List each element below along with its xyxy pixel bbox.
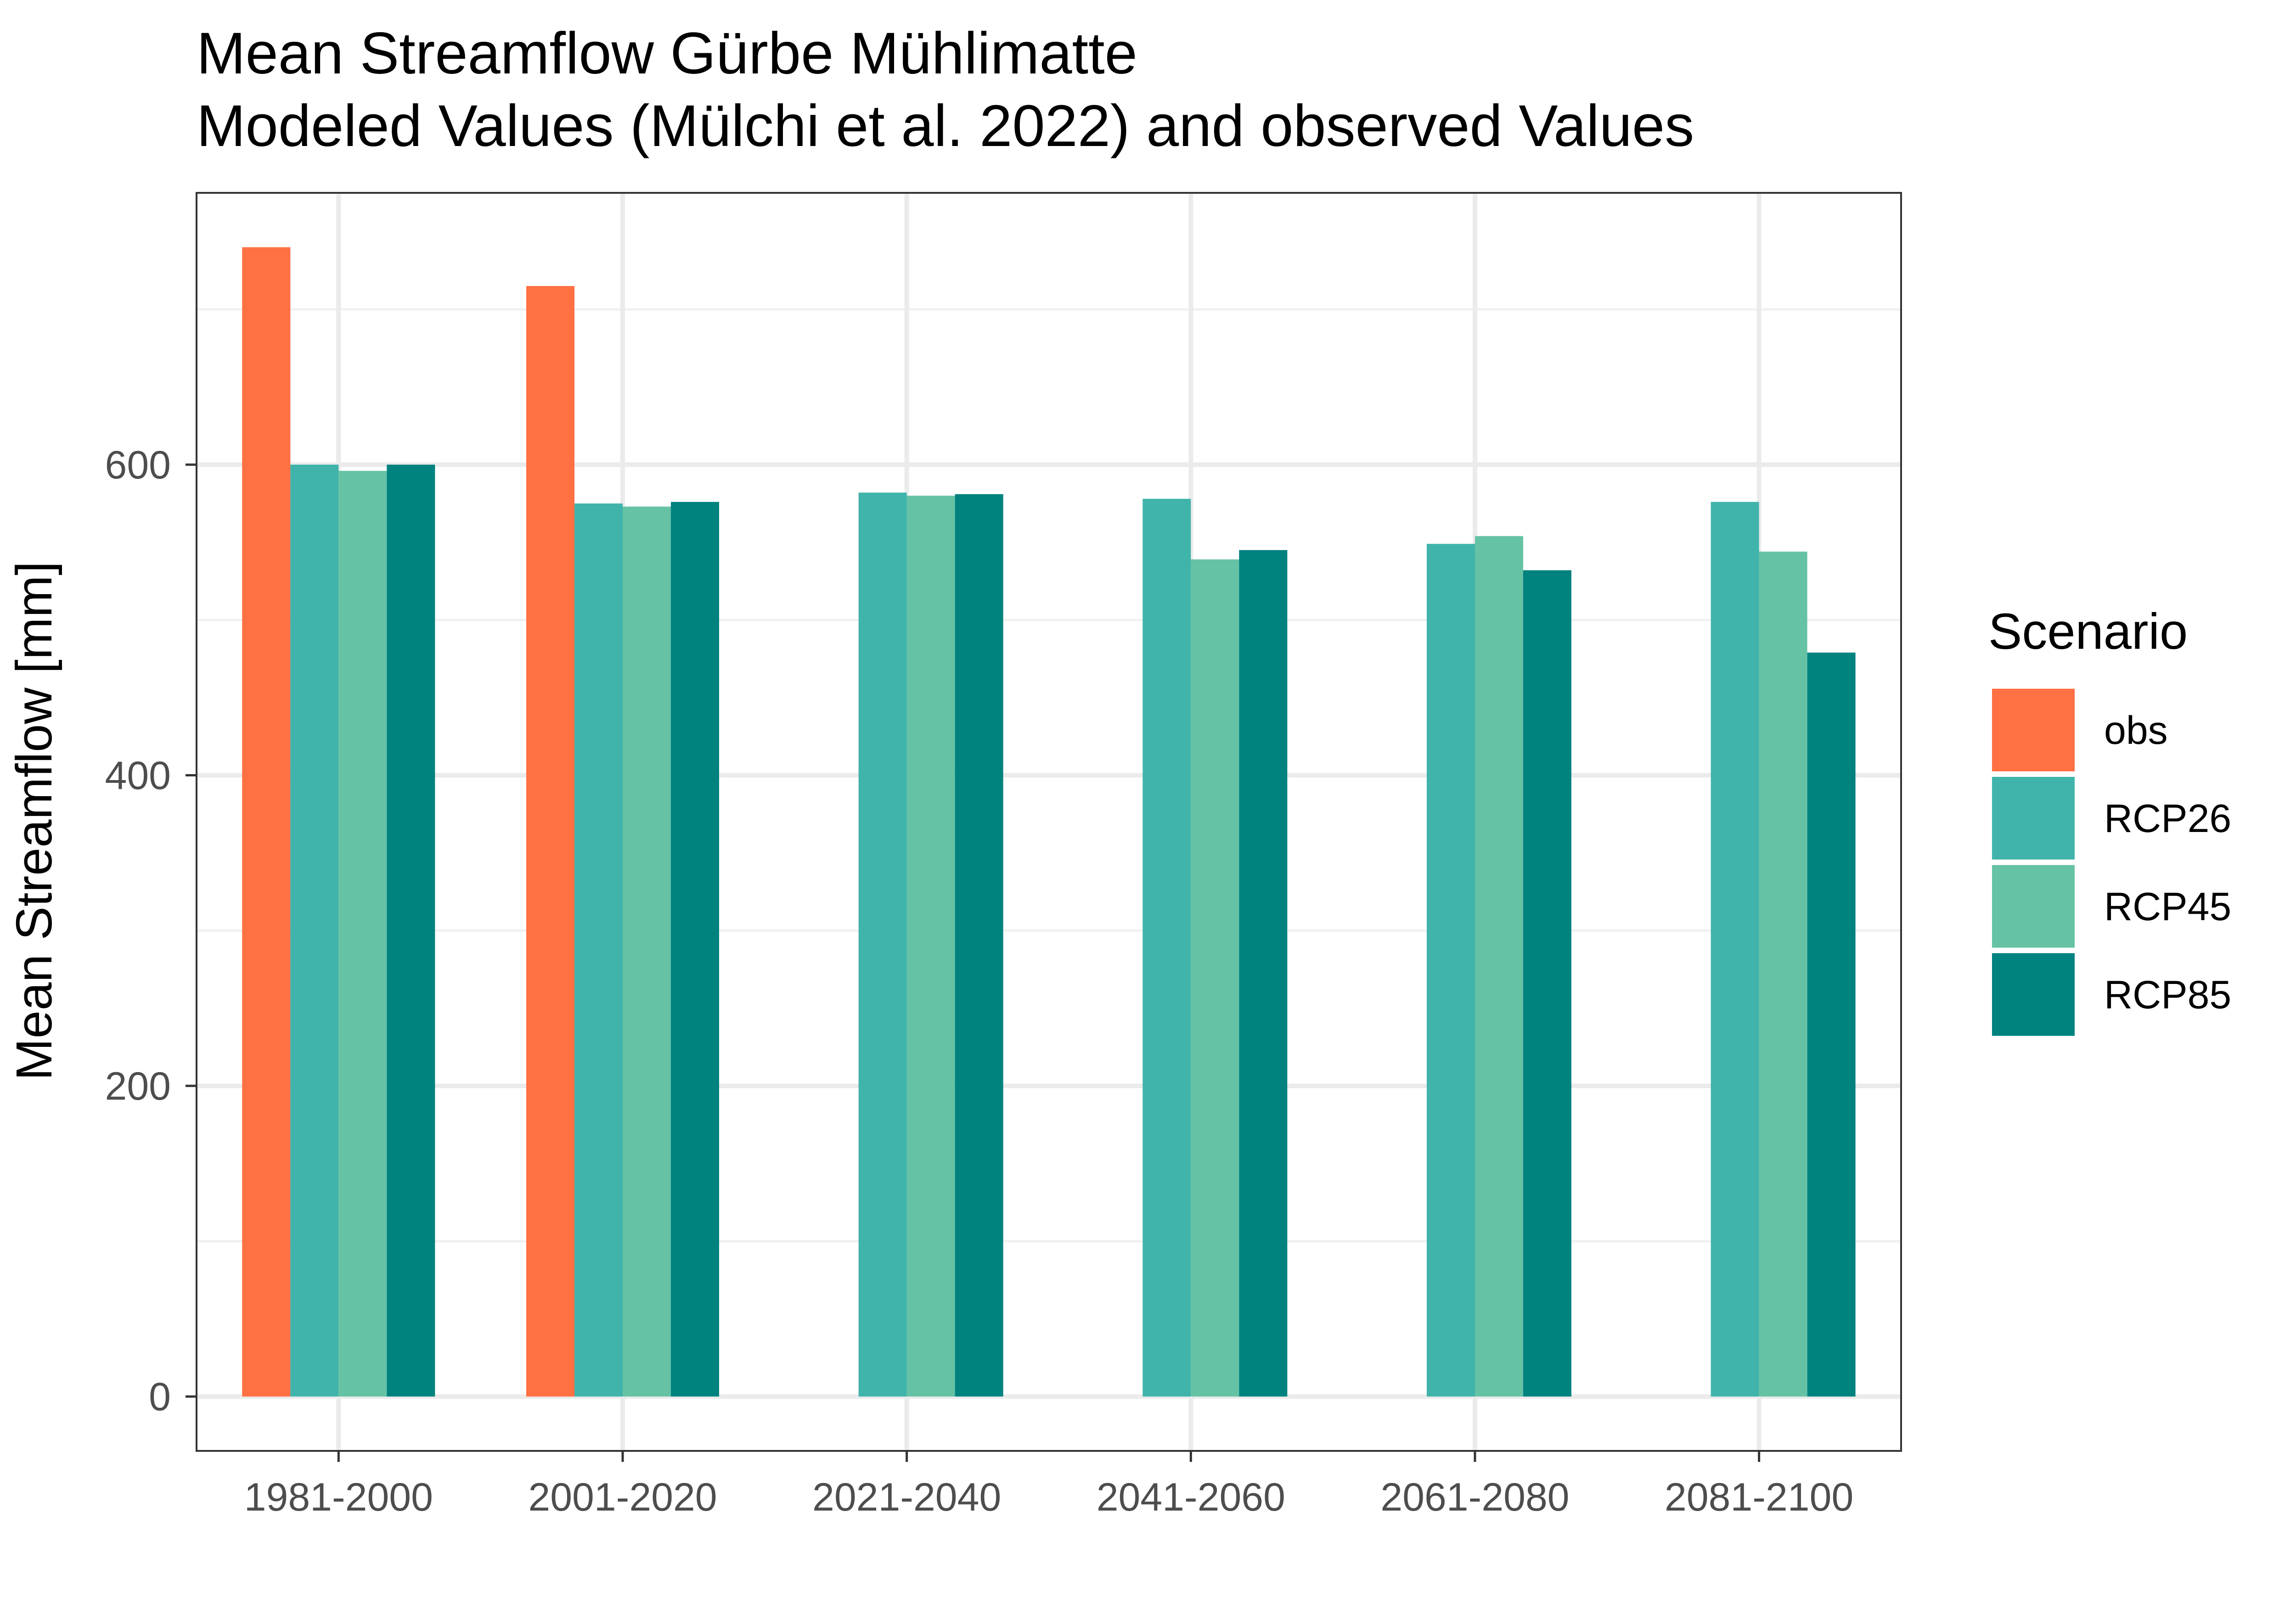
bars (196, 192, 1902, 1452)
bar-rcp26-2041-2060 (1142, 499, 1191, 1397)
bar-rcp45-1981-2000 (338, 471, 387, 1397)
x-tick-label: 2061-2080 (1380, 1475, 1569, 1519)
y-tick-label: 600 (105, 443, 171, 487)
chart-subtitle: Modeled Values (Mülchi et al. 2022) and … (197, 93, 1694, 159)
legend-key-rcp85 (1992, 953, 2075, 1036)
legend-key-obs (1992, 689, 2075, 771)
bar-rcp26-1981-2000 (290, 464, 339, 1397)
legend-label-rcp26: RCP26 (2104, 797, 2231, 841)
bar-rcp85-2081-2100 (1807, 652, 1856, 1397)
legend-key-rcp45 (1992, 865, 2075, 948)
legend-label-rcp45: RCP45 (2104, 885, 2231, 929)
y-axis-ticks: 0 200 400 600 (105, 443, 197, 1419)
x-tick-label: 2081-2100 (1665, 1475, 1853, 1519)
plot-background (197, 193, 1901, 1451)
bar-rcp45-2021-2040 (906, 495, 955, 1397)
bar-rcp85-2021-2040 (955, 494, 1003, 1397)
x-tick-label: 2041-2060 (1097, 1475, 1285, 1519)
y-axis-title: Mean Streamflow [mm] (6, 562, 62, 1081)
bar-rcp45-2081-2100 (1759, 551, 1807, 1397)
bar-rcp45-2001-2020 (623, 506, 671, 1397)
y-tick-label: 400 (105, 754, 171, 798)
bar-rcp26-2001-2020 (574, 503, 623, 1397)
y-tick-label: 200 (105, 1064, 171, 1108)
chart-title: Mean Streamflow Gürbe Mühlimatte (197, 21, 1137, 86)
bar-rcp85-2041-2060 (1239, 550, 1288, 1397)
bar-rcp26-2061-2080 (1427, 544, 1475, 1397)
bar-rcp26-2021-2040 (858, 492, 907, 1397)
x-tick-label: 1981-2000 (244, 1475, 433, 1519)
bar-rcp45-2061-2080 (1475, 536, 1523, 1397)
legend-label-obs: obs (2104, 708, 2168, 753)
bar-rcp85-2061-2080 (1523, 570, 1571, 1397)
y-tick-label: 0 (149, 1375, 171, 1419)
bar-rcp45-2041-2060 (1191, 559, 1239, 1397)
legend-title: Scenario (1988, 603, 2188, 660)
plot-area (197, 193, 1901, 1451)
bar-obs-2001-2020 (526, 286, 574, 1397)
legend-label-rcp85: RCP85 (2104, 973, 2231, 1017)
legend: Scenario obs RCP26 RCP45 RCP85 (1988, 603, 2231, 1036)
x-tick-label: 2001-2020 (528, 1475, 717, 1519)
bar-obs-1981-2000 (242, 247, 291, 1397)
bar-rcp85-1981-2000 (387, 464, 435, 1397)
legend-key-rcp26 (1992, 777, 2075, 860)
x-tick-label: 2021-2040 (812, 1475, 1001, 1519)
bar-rcp85-2001-2020 (671, 502, 719, 1397)
plot-border (196, 192, 1902, 1452)
bar-rcp26-2081-2100 (1711, 502, 1759, 1397)
x-axis-ticks: 1981-2000 2001-2020 2021-2040 2041-2060 2061… (244, 1451, 1853, 1519)
